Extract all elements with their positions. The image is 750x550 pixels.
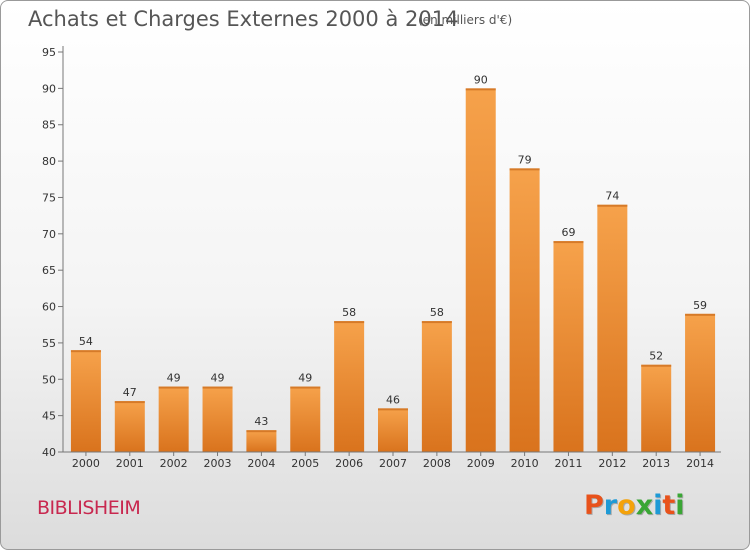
logo-letter: x	[635, 490, 654, 521]
x-tick-label: 2003	[204, 457, 232, 470]
bar	[509, 168, 540, 452]
data-label: 74	[605, 190, 619, 203]
y-tick-label: 80	[42, 155, 56, 168]
x-tick-label: 2013	[642, 457, 670, 470]
data-label: 49	[167, 372, 181, 385]
bar-top-edge	[553, 241, 584, 244]
bar-top-edge	[290, 386, 321, 389]
bar-top-edge	[114, 401, 145, 404]
x-tick-label: 2004	[247, 457, 275, 470]
bar	[421, 321, 452, 452]
data-label: 46	[386, 393, 400, 406]
data-label: 90	[474, 73, 488, 86]
bar	[641, 364, 672, 452]
data-label: 59	[693, 299, 707, 312]
logo-letter: r	[603, 490, 618, 521]
data-label: 49	[298, 372, 312, 385]
bar	[597, 204, 628, 452]
y-tick-label: 55	[42, 337, 56, 350]
x-tick-label: 2002	[160, 457, 188, 470]
x-tick-label: 2009	[467, 457, 495, 470]
x-tick-label: 2008	[423, 457, 451, 470]
data-label: 58	[342, 306, 356, 319]
data-label: 43	[254, 415, 268, 428]
bar-top-edge	[70, 350, 101, 353]
y-tick-label: 95	[42, 46, 56, 59]
bar-top-edge	[334, 321, 365, 324]
y-tick-label: 65	[42, 264, 56, 277]
y-tick-label: 50	[42, 373, 56, 386]
bar	[685, 313, 716, 452]
x-tick-label: 2000	[72, 457, 100, 470]
data-label: 49	[211, 372, 225, 385]
x-tick-label: 2006	[335, 457, 363, 470]
y-tick-label: 90	[42, 82, 56, 95]
bar	[114, 401, 145, 452]
x-tick-label: 2010	[511, 457, 539, 470]
data-label: 79	[518, 153, 532, 166]
bar	[378, 408, 408, 452]
logo-letter: o	[617, 490, 636, 521]
bar	[290, 386, 321, 452]
data-label: 58	[430, 306, 444, 319]
logo-letter: i	[675, 490, 685, 521]
y-tick-label: 40	[42, 446, 56, 459]
proxiti-logo[interactable]: Proxiti	[584, 490, 685, 521]
bar-top-edge	[246, 430, 277, 433]
commune-name: BIBLISHEIM	[37, 497, 141, 519]
bar-top-edge	[421, 321, 452, 324]
bar-top-edge	[685, 313, 716, 316]
bar	[553, 241, 584, 452]
data-label: 54	[79, 335, 93, 348]
logo-letter: t	[662, 490, 676, 521]
bar-top-edge	[202, 386, 233, 389]
bar	[465, 88, 496, 452]
x-tick-label: 2011	[554, 457, 582, 470]
chart-title: Achats et Charges Externes 2000 à 2014	[28, 7, 459, 31]
y-tick-label: 70	[42, 228, 56, 241]
bar-top-edge	[509, 168, 540, 171]
logo-letter: i	[653, 490, 663, 521]
x-tick-label: 2012	[598, 457, 626, 470]
y-tick-label: 60	[42, 301, 56, 314]
bar-top-edge	[597, 204, 628, 207]
y-tick-label: 45	[42, 410, 56, 423]
x-tick-label: 2001	[116, 457, 144, 470]
data-label: 47	[123, 386, 137, 399]
data-label: 69	[561, 226, 575, 239]
bar	[70, 350, 101, 452]
bar	[158, 386, 189, 452]
bar	[202, 386, 233, 452]
bar-top-edge	[465, 88, 496, 91]
x-tick-label: 2005	[291, 457, 319, 470]
bar	[246, 430, 277, 452]
bar-top-edge	[158, 386, 189, 389]
chart-unit: (en milliers d'€)	[418, 13, 513, 27]
bar	[334, 321, 365, 452]
y-tick-label: 85	[42, 119, 56, 132]
bar-top-edge	[378, 408, 408, 411]
logo-letter: P	[584, 490, 604, 521]
bar-top-edge	[641, 364, 672, 367]
x-tick-label: 2014	[686, 457, 714, 470]
y-tick-label: 75	[42, 191, 56, 204]
data-label: 52	[649, 350, 663, 363]
x-tick-label: 2007	[379, 457, 407, 470]
